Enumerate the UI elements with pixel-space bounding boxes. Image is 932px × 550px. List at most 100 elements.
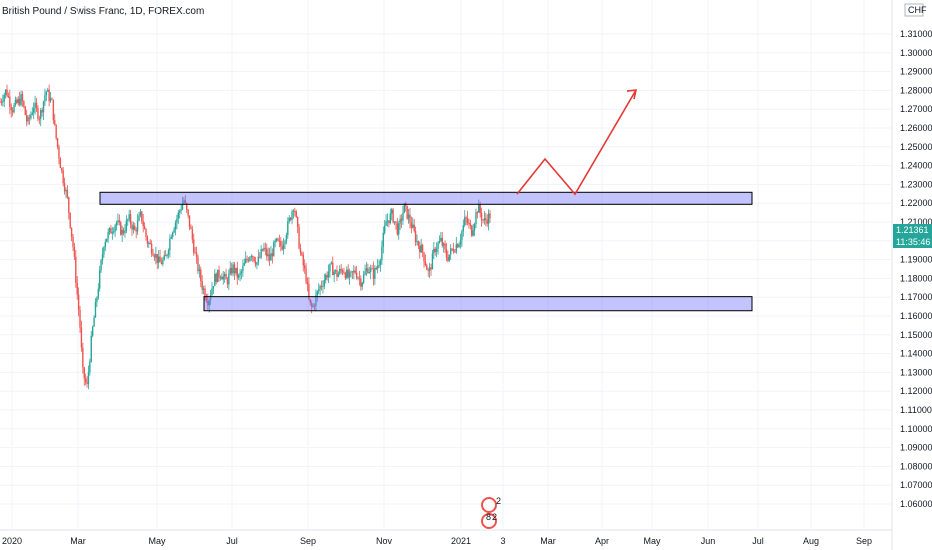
candle-body: [270, 253, 272, 261]
candle-body: [441, 237, 443, 246]
candle-body: [9, 96, 11, 107]
candle-body: [79, 309, 81, 328]
candle-body: [358, 277, 361, 279]
candle-body: [51, 98, 53, 100]
support-zone[interactable]: [203, 296, 753, 312]
candle-body: [134, 225, 136, 231]
candle-body: [171, 232, 174, 238]
candle-body: [62, 170, 64, 184]
candle-body: [31, 112, 33, 115]
candle-body: [83, 367, 85, 379]
candle-body: [173, 229, 175, 233]
candle-body: [273, 242, 275, 257]
candle-body: [230, 267, 233, 274]
candle-body: [222, 276, 224, 280]
candle-body: [86, 382, 88, 384]
candle-body: [281, 246, 283, 250]
candle-body: [409, 214, 411, 223]
candle-body: [150, 243, 153, 254]
candle-body: [400, 218, 403, 221]
y-tick-label: 1.13000: [900, 367, 932, 377]
candle-body: [365, 268, 368, 272]
candle-body: [45, 91, 48, 96]
svg-text:8: 8: [486, 512, 491, 522]
candle-body: [200, 269, 202, 282]
svg-text:2: 2: [492, 512, 497, 522]
resistance-zone[interactable]: [99, 191, 753, 205]
candle-body: [63, 183, 66, 192]
candle-body: [261, 249, 264, 251]
candle-body: [256, 262, 258, 265]
candle-body: [382, 232, 384, 247]
candle-body: [155, 254, 157, 258]
candle-body: [97, 288, 99, 298]
candle-body: [287, 221, 289, 235]
candle-body: [465, 217, 467, 219]
candle-body: [103, 247, 105, 255]
candle-body: [68, 197, 70, 213]
y-tick-label: 1.08000: [900, 461, 932, 471]
candle-body: [184, 200, 187, 204]
candle-body: [21, 94, 24, 102]
candle-body: [473, 224, 476, 231]
candle-body: [476, 212, 479, 214]
x-tick-label: Mar: [540, 536, 556, 546]
candle-body: [160, 262, 163, 265]
candle-body: [219, 277, 222, 279]
candle-body: [278, 240, 281, 242]
candle-body: [157, 256, 160, 263]
candle-body: [419, 245, 421, 253]
candle-body: [145, 229, 147, 237]
candle-body: [260, 249, 262, 258]
candle-body: [485, 218, 487, 221]
candle-body: [0, 101, 3, 103]
candle-body: [55, 124, 57, 139]
candle-body: [84, 378, 87, 383]
candle-body: [375, 267, 377, 269]
candle-body: [183, 200, 185, 204]
candle-body: [306, 282, 309, 285]
x-tick-label: 3: [500, 536, 505, 546]
candle-body: [254, 261, 257, 265]
candle-body: [274, 240, 276, 243]
y-tick-label: 1.16000: [900, 311, 932, 321]
y-tick-label: 1.22000: [900, 198, 932, 208]
candle-body: [414, 230, 417, 242]
candle-body: [334, 270, 337, 272]
candle-body: [386, 220, 389, 222]
x-tick-label: Aug: [803, 536, 819, 546]
candle-body: [117, 220, 119, 223]
candle-body: [138, 215, 140, 221]
candle-body: [393, 221, 396, 223]
candle-body: [76, 282, 78, 295]
candle-body: [38, 118, 41, 120]
currency-label: CHF: [904, 3, 927, 17]
y-tick-label: 1.31000: [900, 29, 932, 39]
candle-body: [212, 286, 215, 289]
candle-body: [332, 262, 334, 276]
candle-body: [44, 95, 46, 102]
candle-body: [32, 108, 35, 113]
candle-body: [288, 217, 290, 222]
candle-body: [395, 221, 397, 224]
candle-body: [107, 231, 109, 239]
candle-body: [2, 101, 4, 103]
candle-body: [327, 271, 330, 278]
candle-body: [292, 210, 295, 212]
candle-body: [211, 288, 213, 296]
countdown-tag: 11:35:46: [893, 236, 932, 248]
y-tick-label: 1.19000: [900, 255, 932, 265]
candle-body: [431, 253, 434, 270]
projection-path[interactable]: [516, 89, 637, 196]
candle-body: [412, 224, 414, 228]
candle-body: [6, 89, 8, 97]
candle-body: [228, 273, 230, 285]
candle-body: [454, 251, 456, 253]
bottom-glyph[interactable]: 2 8 2: [481, 496, 501, 529]
candle-body: [14, 99, 17, 106]
y-tick-label: 1.17000: [900, 292, 932, 302]
candle-body: [34, 102, 36, 109]
candle-body: [162, 259, 164, 265]
candle-body: [169, 238, 171, 251]
